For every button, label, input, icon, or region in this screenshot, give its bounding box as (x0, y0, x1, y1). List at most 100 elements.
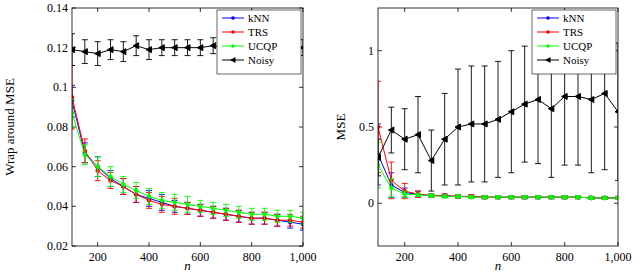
error-bar-cap (197, 39, 203, 40)
error-bar (415, 191, 421, 197)
marker (160, 199, 164, 203)
error-bar-cap (108, 166, 114, 167)
error-bar-cap (522, 162, 528, 163)
marker (109, 175, 113, 179)
error-bar-cap (236, 218, 242, 219)
error-bar-cap (210, 53, 216, 54)
y-tick-label: 0.04 (47, 199, 68, 213)
error-bar-cap (133, 35, 139, 36)
error-bar-cap (378, 81, 381, 82)
error-bar (159, 40, 165, 56)
x-tick (200, 242, 201, 246)
error-bar-cap (402, 191, 408, 192)
y-tick (299, 206, 303, 207)
marker (536, 195, 540, 199)
series-line (72, 97, 303, 222)
legend-marker (230, 57, 236, 63)
x-tick (149, 242, 150, 246)
marker (442, 136, 448, 142)
marker (430, 194, 434, 198)
error-bar (402, 191, 408, 197)
error-bar-cap (468, 65, 474, 66)
marker (496, 195, 500, 199)
error-bar (455, 195, 461, 198)
error-bar-cap (120, 192, 126, 193)
error-bar-cap (223, 220, 229, 221)
chart: 2004006008001,00000.51nMSEkNNTRSUCQPNois… (333, 8, 632, 273)
legend-label: UCQP (563, 40, 592, 52)
error-bar (108, 167, 114, 187)
error-bar-cap (172, 194, 178, 195)
marker (173, 201, 177, 205)
y-tick-label: 0.5 (359, 120, 374, 134)
error-bar (172, 40, 178, 56)
marker (495, 116, 501, 122)
marker (496, 195, 500, 199)
error-bar-cap (72, 65, 75, 66)
error-bar-cap (72, 99, 75, 100)
error-bar-cap (588, 172, 594, 173)
error-bar-cap (185, 212, 191, 213)
error-bar-cap (455, 69, 461, 70)
error-bar (442, 195, 448, 198)
error-bar-cap (197, 216, 203, 217)
error-bar-cap (274, 222, 280, 223)
error-bar (108, 40, 114, 60)
error-bar-cap (287, 228, 293, 229)
error-bar-cap (482, 65, 488, 66)
marker (443, 194, 447, 198)
series-line (72, 101, 303, 224)
error-bar-cap (535, 163, 541, 164)
series-line (72, 113, 303, 218)
error-bar-cap (95, 176, 101, 177)
marker (263, 212, 267, 216)
error-bar-cap (133, 55, 139, 56)
error-bar (562, 196, 568, 199)
error-bar-cap (108, 186, 114, 187)
error-bar (615, 196, 618, 199)
marker (197, 45, 203, 51)
marker (523, 195, 527, 199)
marker (510, 195, 514, 199)
marker (443, 195, 447, 199)
marker (590, 196, 594, 200)
x-tick (458, 8, 459, 12)
marker (602, 90, 608, 96)
marker (523, 195, 527, 199)
error-bar (535, 196, 541, 199)
y-tick (299, 166, 303, 167)
error-bar (575, 196, 581, 199)
error-bar (482, 196, 488, 199)
error-bar-cap (300, 224, 303, 225)
error-bar-cap (428, 191, 434, 192)
marker (83, 153, 87, 157)
x-tick (251, 242, 252, 246)
legend-label: kNN (563, 12, 584, 24)
error-bar-cap (108, 186, 114, 187)
marker (470, 195, 474, 199)
error-bar-cap (300, 230, 303, 231)
error-bar-cap (95, 65, 101, 66)
error-bar-cap (482, 181, 488, 182)
marker (416, 192, 420, 196)
error-bar (82, 145, 88, 165)
x-tick-label: 600 (502, 250, 520, 264)
y-tick (72, 166, 76, 167)
error-bar (249, 208, 255, 220)
error-bar-cap (388, 197, 394, 198)
error-bar-cap (172, 214, 178, 215)
error-bar (562, 196, 568, 199)
x-tick (564, 242, 565, 246)
error-bar (120, 177, 126, 193)
marker (95, 51, 101, 57)
error-bar-cap (262, 224, 268, 225)
error-bar-cap (210, 214, 216, 215)
error-bar (602, 196, 608, 199)
marker (603, 196, 607, 200)
marker (590, 196, 594, 200)
error-bar (442, 93, 448, 185)
error-bar-cap (72, 128, 75, 129)
error-bar-cap (146, 59, 152, 60)
legend-marker (231, 44, 235, 48)
marker (276, 214, 280, 218)
